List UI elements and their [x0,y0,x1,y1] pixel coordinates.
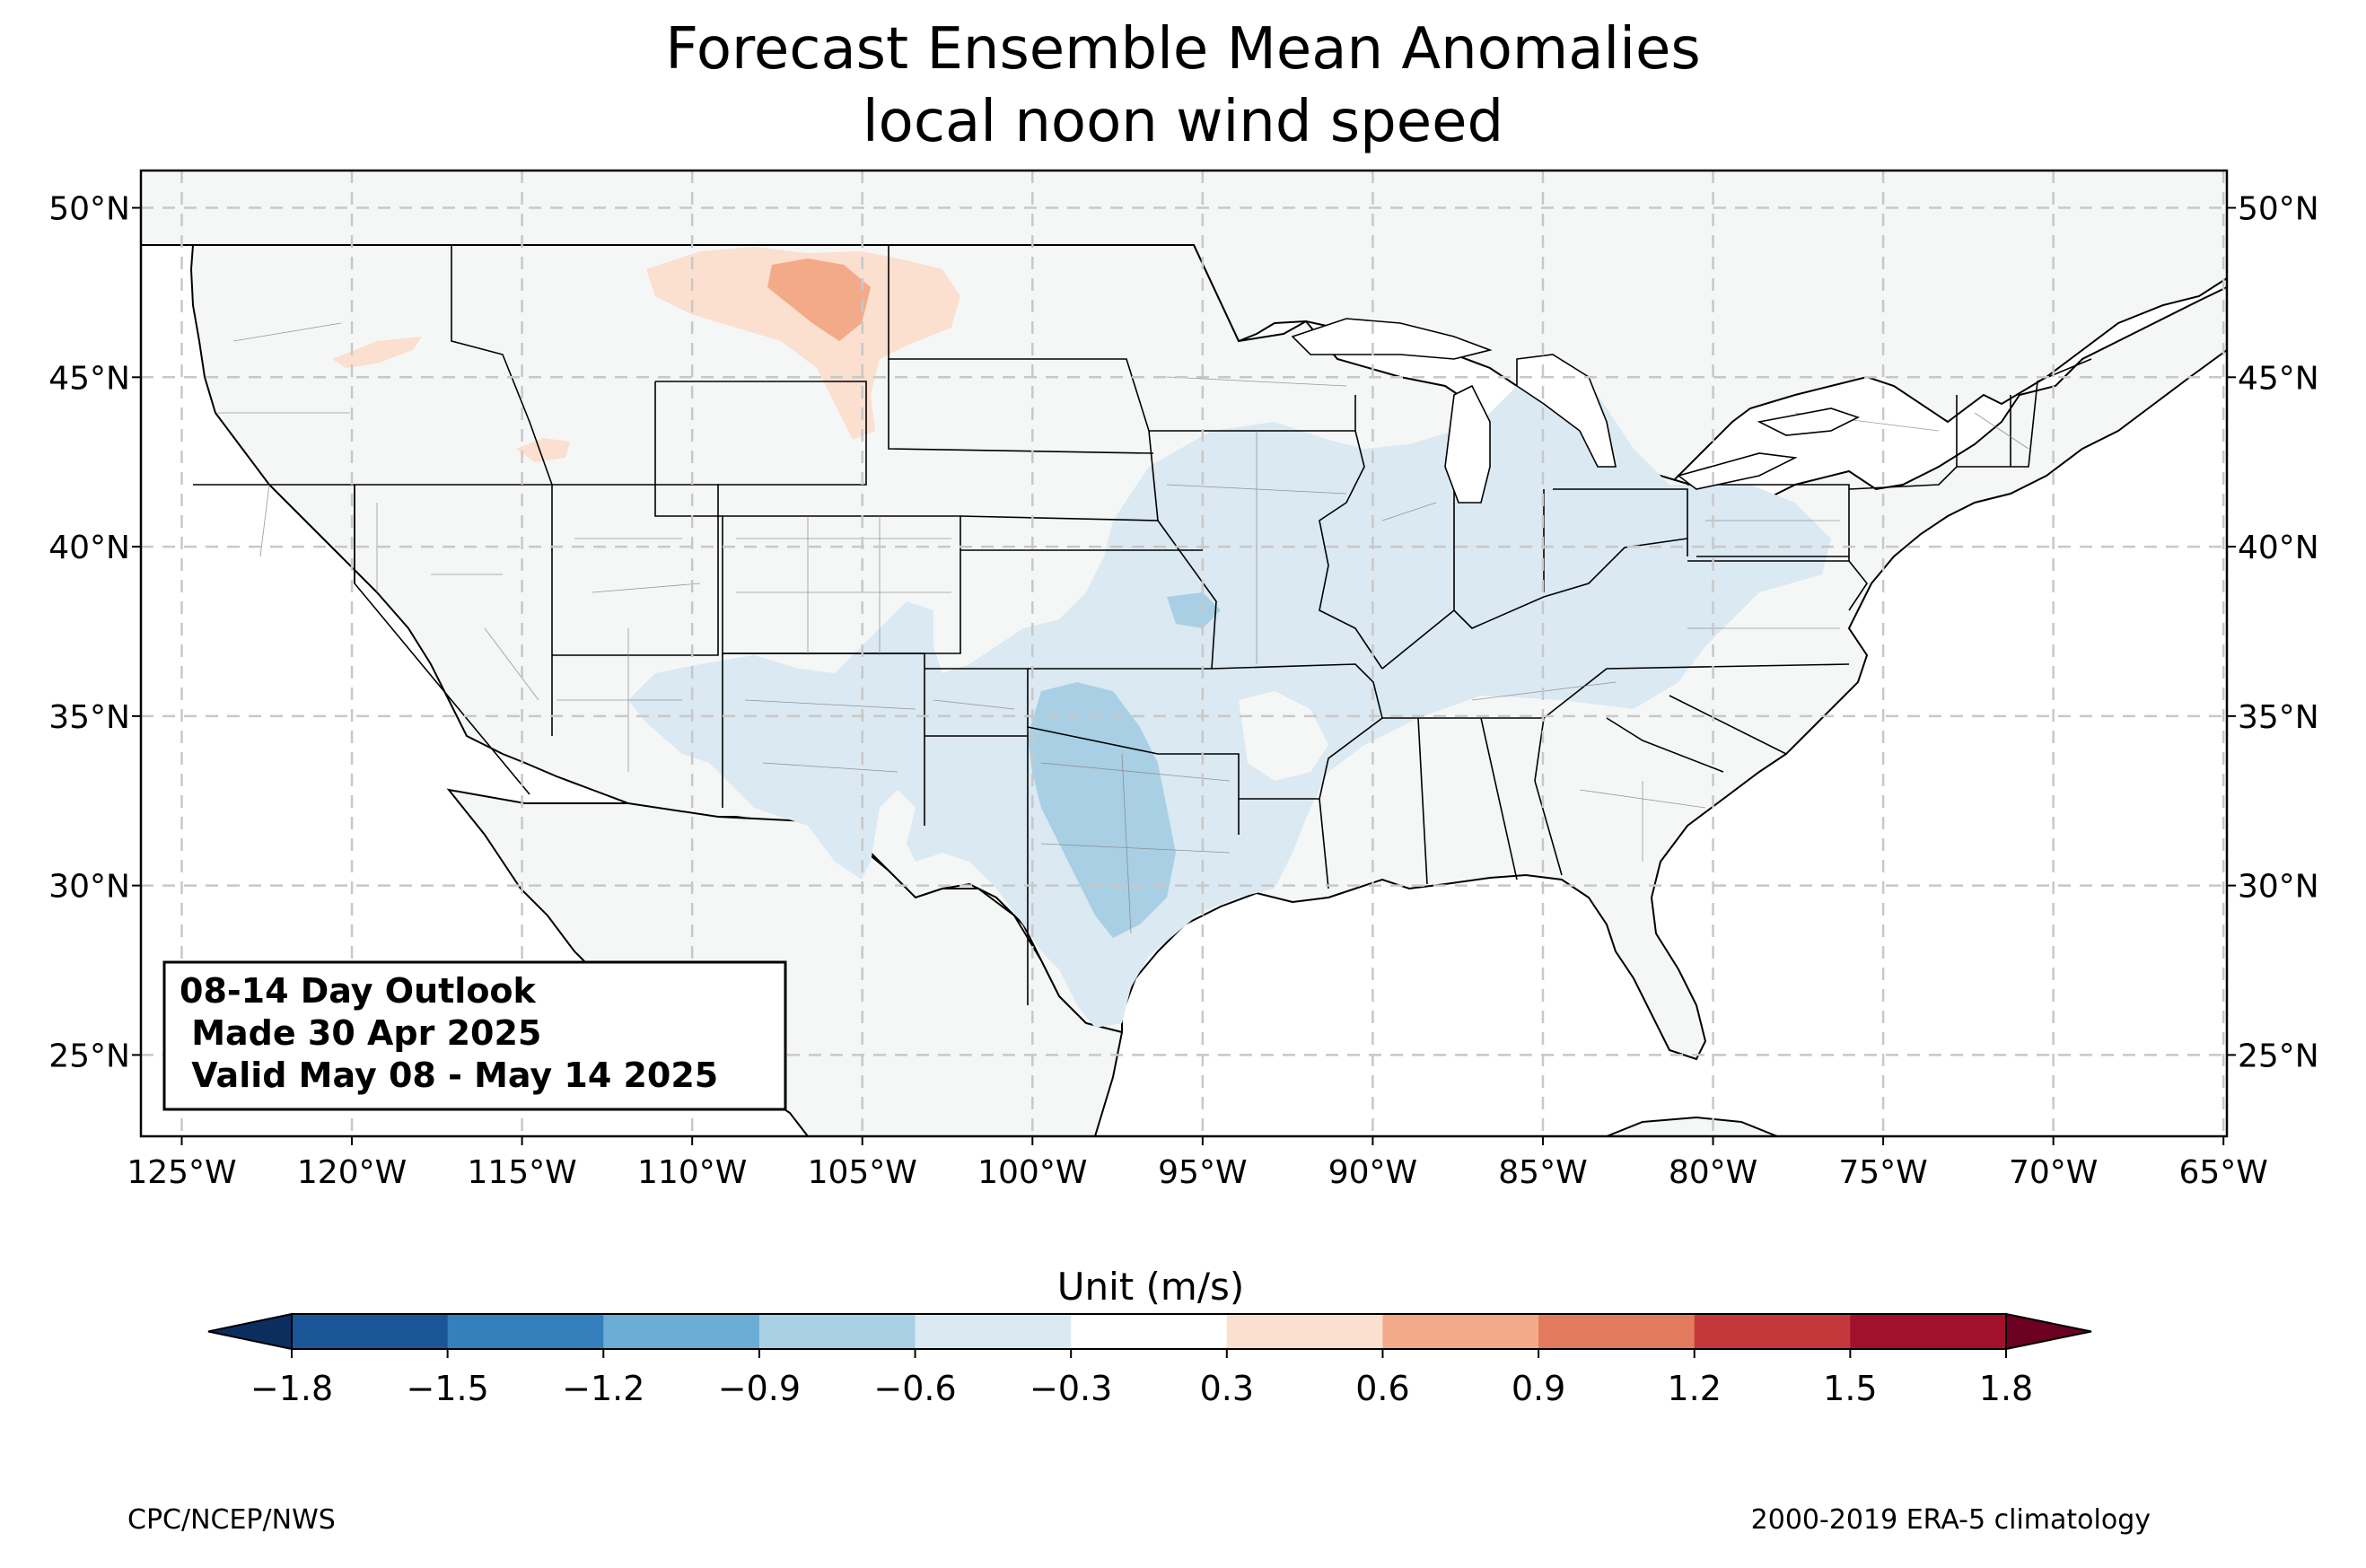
lon-tick-label: 85°W [1498,1154,1587,1191]
lat-tick-label-right: 35°N [2238,699,2319,736]
colorbar-swatch [1382,1314,1539,1349]
land-south-fringe [1606,1116,1778,1136]
colorbar-tick-label: −0.9 [718,1369,801,1408]
lon-tick-label: 120°W [297,1154,407,1191]
gridlines [141,171,2227,1136]
title-line-1: Forecast Ensemble Mean Anomalies [665,16,1700,83]
colorbar-swatch [292,1314,449,1349]
land-canada [141,171,2227,491]
colorbar-swatch [1538,1314,1696,1349]
colorbar-swatch [447,1314,604,1349]
colorbar-swatch [915,1314,1072,1349]
colorbar-swatch [758,1314,916,1349]
lat-tick-label-left: 25°N [48,1038,130,1074]
state-borders [193,245,2092,1005]
colorbar-tick-label: −0.6 [873,1369,956,1408]
anomaly-negative-white-hole [1239,691,1328,781]
lon-tick-label: 95°W [1158,1154,1247,1191]
anomaly-positive-light-north [646,247,960,440]
great-lakes [1291,318,1861,504]
lat-tick-label-right: 45°N [2238,360,2319,397]
lon-tick-label: 105°W [808,1154,917,1191]
colorbar-swatch [1850,1314,2007,1349]
anomaly-negative-mid-tx [1028,682,1176,938]
colorbar-swatch [1694,1314,1851,1349]
axis-ticks: 125°W 120°W 115°W 110°W 105°W 100°W 95°W 90°W 85… [48,191,2319,1191]
colorbar-tick-label: 0.3 [1200,1369,1254,1408]
lat-tick-label-right: 40°N [2238,530,2319,566]
lon-tick-label: 65°W [2179,1154,2268,1191]
lon-tick-label: 75°W [1838,1154,1927,1191]
anomaly-positive-mid-north [767,258,871,341]
colorbar-under-arrow [207,1312,293,1351]
lat-tick-label-right: 50°N [2238,191,2319,228]
colorbar-swatch [1226,1314,1383,1349]
colorbar-swatch [1071,1314,1228,1349]
colorbar-tick-label: −1.2 [562,1369,644,1408]
outlook-line-3: Valid May 08 - May 14 2025 [180,1056,718,1095]
lat-tick-label-left: 30°N [48,869,130,906]
colorbar-tick-label: 0.6 [1355,1369,1409,1408]
map-border [139,169,2229,1138]
colorbar-label: Unit (m/s) [1057,1265,1245,1309]
anomaly-positive-light-or [332,337,422,368]
lon-tick-label: 70°W [2009,1154,2098,1191]
anomaly-positive-light-id [516,438,570,462]
lon-tick-label: 110°W [637,1154,747,1191]
colorbar-over-arrow [2005,1312,2092,1351]
colorbar-swatch [603,1314,760,1349]
colorbar-tick-label: 1.5 [1823,1369,1877,1408]
outlook-line-2: Made 30 Apr 2025 [180,1013,541,1053]
colorbar-tick-label: 1.2 [1668,1369,1722,1408]
outlook-line-1: 08-14 Day Outlook [180,971,537,1011]
colorbar-tick-label: 1.8 [1979,1369,2033,1408]
lat-tick-label-right: 30°N [2238,869,2319,906]
lon-tick-label: 115°W [467,1154,576,1191]
colorbar-tick-label: −1.5 [406,1369,488,1408]
lat-tick-label-left: 50°N [48,191,130,228]
outlook-box: 08-14 Day Outlook Made 30 Apr 2025 Valid… [162,960,787,1111]
lon-tick-label: 125°W [127,1154,236,1191]
colorbar-tick-label: −0.3 [1030,1369,1112,1408]
anomaly-negative-mid-mo [1167,592,1221,628]
lon-tick-label: 80°W [1669,1154,1757,1191]
lat-tick-label-left: 45°N [48,360,130,397]
colorbar-tick-label: 0.9 [1512,1369,1565,1408]
lat-tick-label-right: 25°N [2238,1038,2319,1074]
county-borders [215,322,2029,934]
lat-tick-label-left: 40°N [48,530,130,566]
footer-right: 2000-2019 ERA-5 climatology [1751,1504,2151,1536]
anomaly-negative-light [628,359,1831,1028]
title-line-2: local noon wind speed [863,89,1503,155]
lon-tick-label: 100°W [977,1154,1087,1191]
colorbar-body: −1.8 −1.5 −1.2 −0.9 −0.6 −0.3 0.3 0.6 0.9 1.2 1.5 1… [207,1312,2092,1408]
footer-left: CPC/NCEP/NWS [127,1504,336,1536]
anomaly-layer [332,247,1831,1028]
colorbar: Unit (m/s) −1.8 −1.5 −1.2 −0.9 −0.6 −0.3 0.3 0.… [207,1265,2092,1408]
lon-tick-label: 90°W [1328,1154,1417,1191]
colorbar-frame [291,1313,2007,1350]
lat-tick-label-left: 35°N [48,699,130,736]
colorbar-tick-label: −1.8 [250,1369,333,1408]
